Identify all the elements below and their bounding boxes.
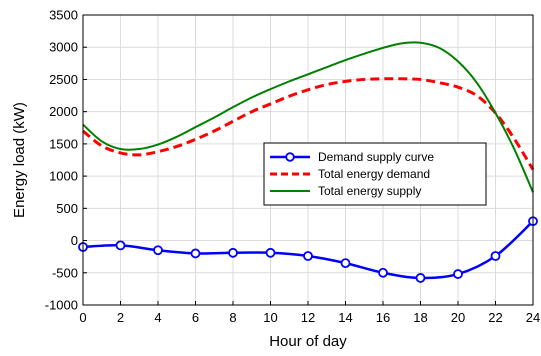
demand-supply-point — [153, 245, 163, 256]
y-tick-label: 500 — [56, 201, 78, 216]
x-tick-label: 22 — [488, 310, 502, 325]
y-tick-label: 2500 — [49, 72, 78, 87]
legend-label-total-supply: Total energy supply — [318, 184, 421, 198]
plot-area — [78, 41, 538, 283]
x-tick-label: 12 — [301, 310, 315, 325]
demand-supply-point — [378, 267, 388, 278]
legend-label-total-demand: Total energy demand — [318, 167, 430, 181]
legend: Demand supply curve Total energy demand … — [263, 142, 487, 206]
demand-supply-point — [415, 273, 426, 283]
x-tick-label: 2 — [117, 310, 124, 325]
y-tick-label: 3000 — [49, 40, 78, 55]
legend-marker-demand-supply — [285, 152, 295, 162]
demand-supply-point — [340, 258, 351, 269]
series-total-energy-supply-line — [82, 41, 534, 193]
demand-supply-point — [490, 251, 501, 261]
demand-supply-point — [228, 247, 238, 258]
legend-box — [263, 142, 487, 206]
x-tick-label: 24 — [526, 310, 540, 325]
y-axis-label: Energy load (kW) — [11, 102, 28, 218]
x-tick-label: 6 — [192, 310, 199, 325]
series-total-energy-demand-line — [82, 77, 535, 171]
x-tick-label: 20 — [451, 310, 465, 325]
x-tick-label: 8 — [229, 310, 236, 325]
plot-frame — [82, 14, 534, 306]
x-tick-label: 14 — [338, 310, 352, 325]
y-tick-label: 2000 — [49, 104, 78, 119]
demand-supply-point — [453, 269, 463, 279]
x-tick-label: 16 — [376, 310, 390, 325]
y-ticks: -1000 -500 0 500 1000 1500 2000 2500 3000 3500 — [45, 8, 87, 313]
y-tick-label: -500 — [52, 265, 78, 280]
demand-supply-point — [265, 247, 276, 258]
x-ticks: 0 2 4 6 8 10 12 14 16 18 20 22 24 — [79, 301, 540, 325]
y-tick-label: 3500 — [49, 8, 78, 23]
y-tick-label: -1000 — [45, 298, 78, 313]
x-tick-label: 18 — [413, 310, 427, 325]
y-tick-label: 1000 — [49, 169, 78, 184]
demand-supply-point — [303, 251, 313, 261]
demand-supply-point — [115, 240, 126, 251]
x-axis-label: Hour of day — [269, 333, 347, 350]
y-tick-label: 0 — [71, 233, 78, 248]
y-tick-label: 1500 — [49, 136, 78, 151]
x-tick-label: 4 — [154, 310, 161, 325]
legend-label-demand-supply: Demand supply curve — [318, 150, 434, 164]
demand-supply-point — [190, 248, 201, 259]
x-tick-label: 10 — [263, 310, 277, 325]
x-tick-label: 0 — [79, 310, 86, 325]
